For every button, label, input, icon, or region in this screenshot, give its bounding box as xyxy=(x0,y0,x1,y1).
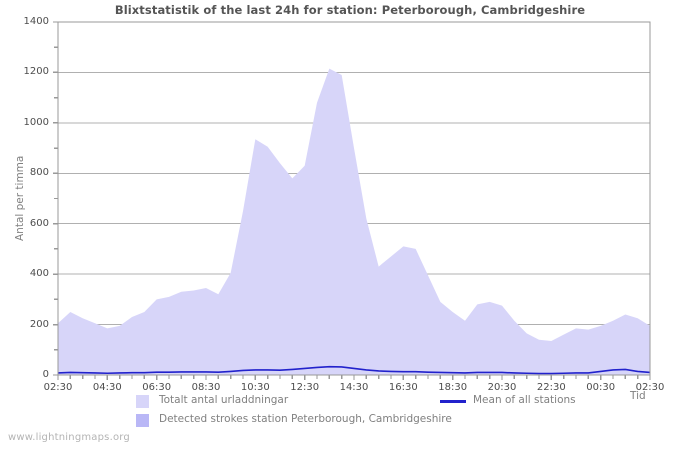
legend-label: Detected strokes station Peterborough, C… xyxy=(159,413,452,425)
x-axis-label: Tid xyxy=(630,390,646,402)
x-tick-label: 20:30 xyxy=(487,382,517,393)
y-tick-label: 1400 xyxy=(23,16,49,27)
x-tick-label: 22:30 xyxy=(536,382,566,393)
legend-color-swatch xyxy=(136,414,149,427)
x-tick-label: 18:30 xyxy=(438,382,468,393)
x-tick-label: 04:30 xyxy=(92,382,122,393)
x-tick-label: 14:30 xyxy=(339,382,369,393)
x-tick-label: 00:30 xyxy=(586,382,616,393)
y-tick-label: 400 xyxy=(29,268,49,280)
y-tick-label: 800 xyxy=(29,167,49,179)
legend-line-marker xyxy=(440,400,466,403)
x-tick-label: 10:30 xyxy=(240,382,270,393)
y-tick-label: 200 xyxy=(29,318,49,330)
series-layer xyxy=(57,68,651,376)
x-tick-label: 06:30 xyxy=(142,382,172,393)
axis-x-ticks xyxy=(57,375,651,380)
y-tick-label: 0 xyxy=(42,369,49,380)
watermark-text: www.lightningmaps.org xyxy=(8,432,130,443)
legend-label: Mean of all stations xyxy=(473,394,576,406)
chart-title: Blixtstatistik of the last 24h for stati… xyxy=(114,3,586,17)
x-tick-label: 12:30 xyxy=(290,382,320,393)
x-tick-label: 08:30 xyxy=(191,382,221,393)
x-tick-label: 02:30 xyxy=(43,382,73,393)
y-tick-label: 1000 xyxy=(23,116,49,128)
y-tick-label: 600 xyxy=(29,217,49,229)
axis-minor-ticks xyxy=(53,21,58,376)
y-tick-label: 1200 xyxy=(23,66,49,78)
x-tick-label: 16:30 xyxy=(388,382,418,393)
x-tick-label: 02:30 xyxy=(635,382,665,393)
legend-label: Totalt antal urladdningar xyxy=(159,394,289,406)
legend-color-swatch xyxy=(136,395,149,408)
